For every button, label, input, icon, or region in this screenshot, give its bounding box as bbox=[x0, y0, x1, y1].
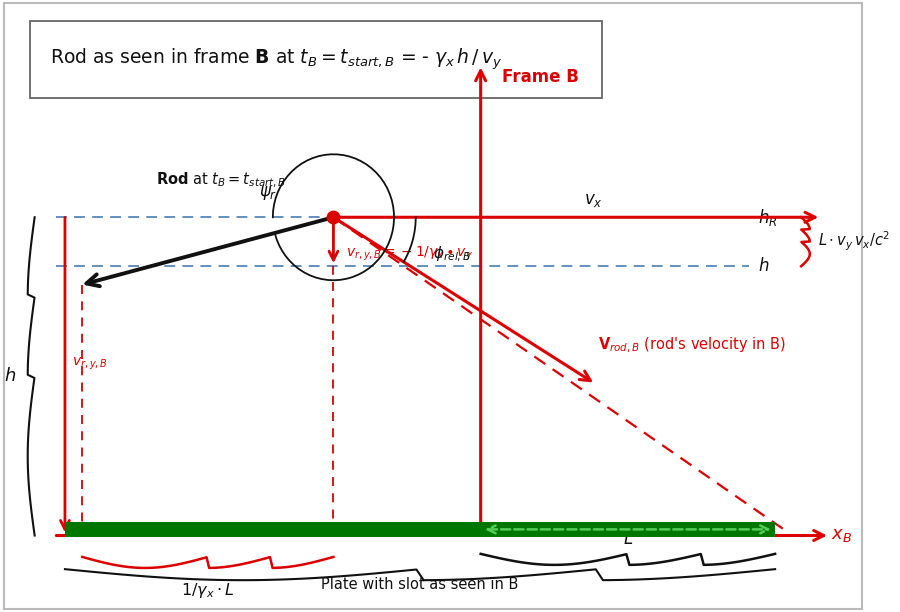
Text: $L \cdot v_y\, v_x/c^2$: $L \cdot v_y\, v_x/c^2$ bbox=[818, 230, 891, 253]
FancyBboxPatch shape bbox=[31, 21, 602, 98]
FancyBboxPatch shape bbox=[65, 521, 775, 537]
Text: $\psi_r$: $\psi_r$ bbox=[259, 184, 278, 202]
Text: $\mathbf{Rod}$ at $t_B = t_{start,B}$: $\mathbf{Rod}$ at $t_B = t_{start,B}$ bbox=[156, 171, 286, 190]
Text: Rod as seen in frame $\mathbf{B}$ at $t_B = t_{start,B}$ = - $\gamma_x\,h\,/\,v_: Rod as seen in frame $\mathbf{B}$ at $t_… bbox=[50, 47, 502, 72]
Text: Frame B: Frame B bbox=[502, 67, 580, 86]
Text: Plate with slot as seen in B: Plate with slot as seen in B bbox=[321, 577, 518, 592]
Text: $h$: $h$ bbox=[758, 257, 770, 275]
Text: $\phi_{rel,B}$: $\phi_{rel,B}$ bbox=[433, 244, 471, 264]
Text: $v_x$: $v_x$ bbox=[584, 191, 603, 209]
Text: $v_{r,y,B}$: $v_{r,y,B}$ bbox=[72, 356, 108, 372]
Text: $1/\gamma_x \cdot L$: $1/\gamma_x \cdot L$ bbox=[181, 581, 235, 600]
Text: $h_R$: $h_R$ bbox=[758, 207, 778, 228]
Text: $x_B$: $x_B$ bbox=[832, 526, 852, 545]
Text: $v_{r,y,B} = -1/\gamma_x \bullet v_y$: $v_{r,y,B} = -1/\gamma_x \bullet v_y$ bbox=[346, 245, 473, 263]
Text: $\mathbf{V}_{rod,B}$ (rod's velocity in B): $\mathbf{V}_{rod,B}$ (rod's velocity in … bbox=[598, 335, 786, 355]
Text: $L$: $L$ bbox=[623, 530, 633, 548]
Text: $h$: $h$ bbox=[4, 367, 16, 386]
